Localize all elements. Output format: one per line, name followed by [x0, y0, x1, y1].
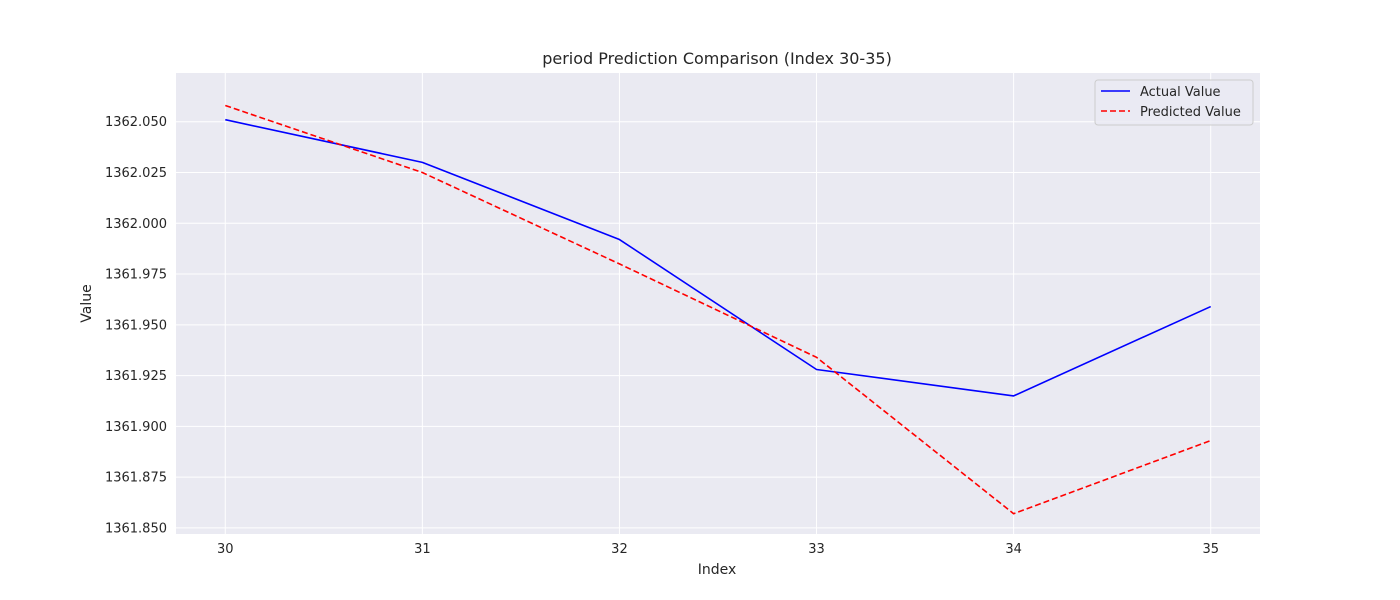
y-axis-label: Value: [79, 284, 95, 322]
y-tick-label: 1362.025: [105, 166, 167, 181]
x-tick-label: 35: [1202, 542, 1219, 557]
x-axis-label: Index: [698, 562, 737, 578]
legend: Actual Value Predicted Value: [1094, 79, 1254, 126]
predicted-value-line: [225, 104, 1212, 515]
y-tick-label: 1361.875: [105, 471, 167, 486]
y-tick-label: 1361.975: [105, 268, 167, 283]
grid: [176, 73, 1260, 534]
legend-label-predicted: Predicted Value: [1140, 105, 1241, 120]
actual-value-line: [225, 118, 1212, 397]
series-lines: [225, 104, 1212, 515]
y-tick-label: 1361.900: [105, 420, 167, 435]
chart-title: period Prediction Comparison (Index 30-3…: [542, 49, 892, 68]
x-tick-label: 33: [808, 542, 825, 557]
y-tick-label: 1362.000: [105, 217, 167, 232]
y-axis-ticks: 1361.850 1361.875 1361.900 1361.925 1361.950…: [105, 115, 167, 536]
x-tick-label: 32: [611, 542, 628, 557]
y-tick-label: 1361.925: [105, 369, 167, 384]
y-tick-label: 1361.850: [105, 521, 167, 536]
x-tick-label: 31: [414, 542, 431, 557]
legend-label-actual: Actual Value: [1140, 85, 1221, 100]
y-tick-label: 1362.050: [105, 115, 167, 130]
x-tick-label: 34: [1005, 542, 1022, 557]
x-axis-ticks: 30 31 32 33 34 35: [217, 542, 1219, 557]
legend-box: [1094, 79, 1254, 126]
y-tick-label: 1361.950: [105, 318, 167, 333]
x-tick-label: 30: [217, 542, 234, 557]
plot-area: [176, 73, 1260, 534]
